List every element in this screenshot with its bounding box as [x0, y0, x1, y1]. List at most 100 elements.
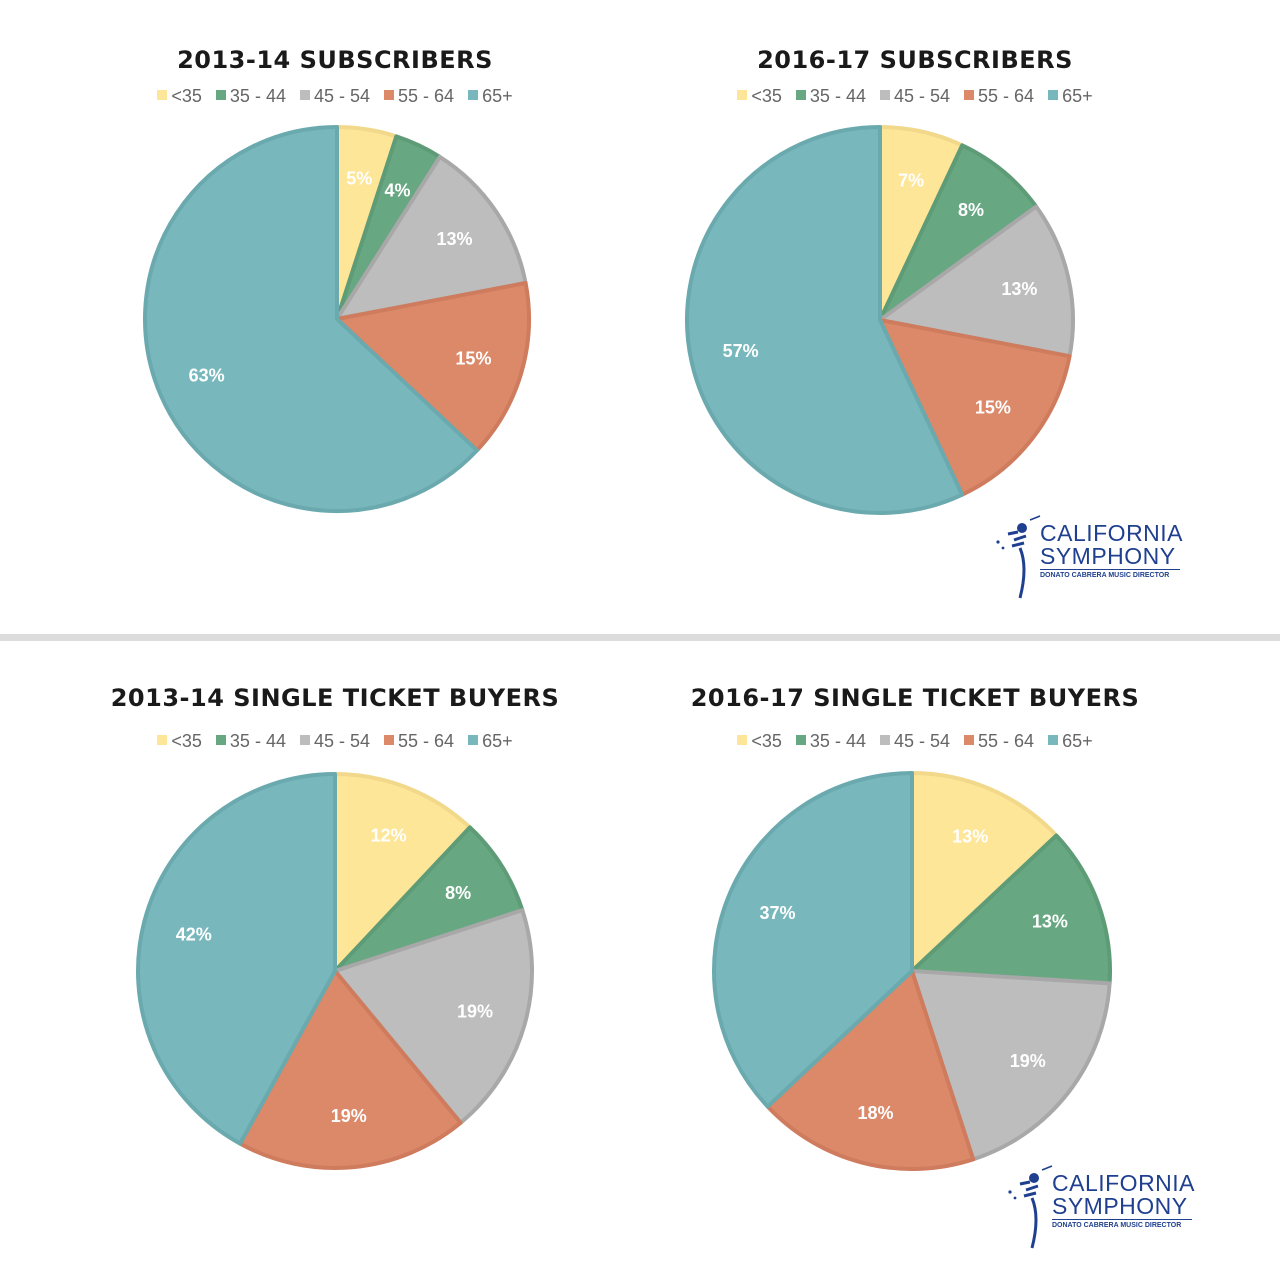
- data-label: 19%: [457, 1002, 493, 1022]
- logo-line-2: SYMPHONY: [1052, 1193, 1188, 1219]
- legend-swatch: [879, 735, 890, 745]
- legend-swatch: [964, 735, 975, 745]
- data-label: 19%: [331, 1106, 367, 1126]
- chart-title: 2013-14 SINGLE TICKET BUYERS: [110, 684, 560, 712]
- legend-label: 45 - 54: [313, 86, 371, 106]
- legend-swatch: [468, 90, 479, 100]
- data-label: 15%: [455, 349, 491, 369]
- pie-chart-1: 5% 4% 13% 15% 63% 2013-14 SUBSCRIBERS <35 35 - …: [40, 40, 630, 600]
- legend-item: 65+: [468, 731, 513, 752]
- pie-slice: [910, 771, 1059, 973]
- legend-item: 35 - 44: [215, 86, 286, 107]
- pie-chart-2: 7% 8% 13% 15% 57% 2016-17 SUBSCRIBERS <35 35 - …: [620, 40, 1210, 600]
- pie-slice: [878, 318, 1072, 497]
- logo-line-1: CALIFORNIA: [1052, 1170, 1196, 1196]
- legend-item: <35: [737, 731, 782, 752]
- data-label: 63%: [189, 365, 225, 385]
- pie-slice: [910, 969, 1112, 1162]
- legend-item: 35 - 44: [215, 731, 286, 752]
- data-label: 12%: [371, 825, 407, 845]
- pie-slice: [238, 969, 463, 1170]
- pie: 5% 4% 13% 15% 63%: [143, 125, 531, 513]
- pie-slice: [136, 772, 337, 1146]
- legend-swatch: [1048, 90, 1059, 100]
- legend-label: 35 - 44: [809, 86, 866, 106]
- legend-label: 55 - 64: [978, 86, 1035, 106]
- california-symphony-logo: CALIFORNIA SYMPHONY DONATO CABRERA MUSIC…: [990, 512, 1190, 602]
- legend-swatch: [215, 90, 226, 100]
- legend-swatch: [384, 735, 395, 745]
- legend-label: <35: [171, 86, 202, 106]
- legend-item: 45 - 54: [299, 86, 371, 107]
- legend-label: 55 - 64: [978, 731, 1035, 751]
- legend-item: 55 - 64: [964, 731, 1034, 752]
- legend-label: 45 - 54: [313, 731, 371, 751]
- pie-slice: [910, 833, 1112, 986]
- legend-swatch: [299, 90, 310, 100]
- legend-label: 65+: [482, 86, 513, 106]
- legend-item: <35: [157, 731, 202, 752]
- chart-title: 2013-14 SUBSCRIBERS: [177, 46, 493, 74]
- legend-swatch: [1048, 735, 1059, 745]
- pie: 7% 8% 13% 15% 57%: [685, 125, 1075, 515]
- legend-label: 55 - 64: [398, 86, 455, 106]
- legend-item: <35: [157, 86, 202, 107]
- section-divider: [0, 634, 1280, 641]
- legend-swatch: [384, 90, 395, 100]
- logo-rule: [1040, 569, 1180, 570]
- legend-swatch: [215, 735, 226, 745]
- legend-item: 65+: [468, 86, 513, 107]
- legend-label: 35 - 44: [809, 731, 866, 751]
- chart-title: 2016-17 SUBSCRIBERS: [757, 46, 1073, 74]
- legend-swatch: [737, 90, 748, 100]
- chart-legend: <35 35 - 44 45 - 54 55 - 64 65+: [40, 731, 630, 752]
- legend-label: 65+: [1062, 731, 1093, 751]
- pie-slice: [335, 154, 528, 321]
- data-label: 8%: [958, 200, 984, 220]
- pie-slice: [765, 969, 976, 1171]
- pie-slice: [685, 125, 965, 515]
- legend-swatch: [737, 735, 748, 745]
- conductor-icon: [1008, 1165, 1053, 1249]
- logo-line-3: DONATO CABRERA MUSIC DIRECTOR: [1040, 572, 1170, 579]
- legend-label: <35: [751, 731, 782, 751]
- logo-line-2: SYMPHONY: [1040, 543, 1176, 569]
- logo-line-3: DONATO CABRERA MUSIC DIRECTOR: [1052, 1222, 1182, 1229]
- legend-swatch: [468, 735, 479, 745]
- legend-item: 45 - 54: [879, 731, 950, 752]
- legend-label: 55 - 64: [398, 731, 455, 751]
- legend-item: 35 - 44: [795, 731, 866, 752]
- pie-slice: [143, 125, 479, 513]
- legend-item: 35 - 44: [795, 86, 866, 107]
- data-label: 13%: [952, 827, 988, 847]
- data-label: 13%: [1001, 279, 1037, 299]
- logo-line-1: CALIFORNIA: [1040, 520, 1184, 546]
- data-label: 13%: [436, 229, 472, 249]
- pie-slice: [333, 772, 472, 973]
- legend-label: <35: [751, 86, 782, 106]
- legend-swatch: [299, 735, 310, 745]
- pie-chart-3: 12% 8% 19% 19% 42% 2013-14 SINGLE TICKET BUYE…: [40, 680, 630, 1240]
- legend-label: 65+: [1062, 86, 1093, 106]
- pie-slice: [712, 771, 914, 1109]
- pie: 13% 13% 19% 18% 37%: [712, 771, 1112, 1171]
- data-label: 8%: [445, 883, 471, 903]
- legend-swatch: [157, 90, 168, 100]
- legend-label: 45 - 54: [893, 86, 951, 106]
- data-label: 7%: [898, 171, 924, 191]
- legend-swatch: [879, 90, 890, 100]
- data-label: 13%: [1032, 911, 1068, 931]
- pie-chart-4: 13% 13% 19% 18% 37% 2016-17 SINGLE TICKET BUY…: [620, 680, 1210, 1240]
- data-label: 15%: [975, 398, 1011, 418]
- data-label: 19%: [1010, 1051, 1046, 1071]
- legend-swatch: [964, 90, 975, 100]
- data-label: 5%: [346, 169, 372, 189]
- pie-slice: [335, 281, 531, 453]
- legend-label: <35: [171, 731, 202, 751]
- legend-item: 45 - 54: [299, 731, 371, 752]
- conductor-icon: [996, 515, 1041, 599]
- chart-title: 2016-17 SINGLE TICKET BUYERS: [690, 684, 1140, 712]
- legend-swatch: [795, 90, 806, 100]
- logo-rule: [1052, 1219, 1192, 1220]
- legend-item: 45 - 54: [879, 86, 951, 107]
